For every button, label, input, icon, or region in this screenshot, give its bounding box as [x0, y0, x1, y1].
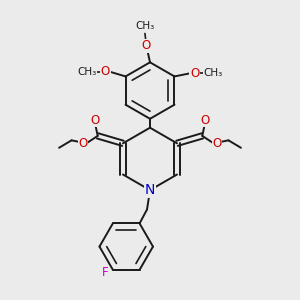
Text: O: O — [142, 40, 151, 52]
Text: CH₃: CH₃ — [203, 68, 223, 79]
Text: CH₃: CH₃ — [135, 21, 154, 32]
Text: O: O — [101, 65, 110, 79]
Text: O: O — [190, 67, 199, 80]
Text: O: O — [212, 137, 222, 150]
Text: O: O — [200, 114, 209, 127]
Text: O: O — [78, 137, 88, 150]
Text: N: N — [145, 183, 155, 197]
Text: O: O — [91, 114, 100, 127]
Text: CH₃: CH₃ — [77, 67, 97, 77]
Text: F: F — [102, 266, 109, 279]
